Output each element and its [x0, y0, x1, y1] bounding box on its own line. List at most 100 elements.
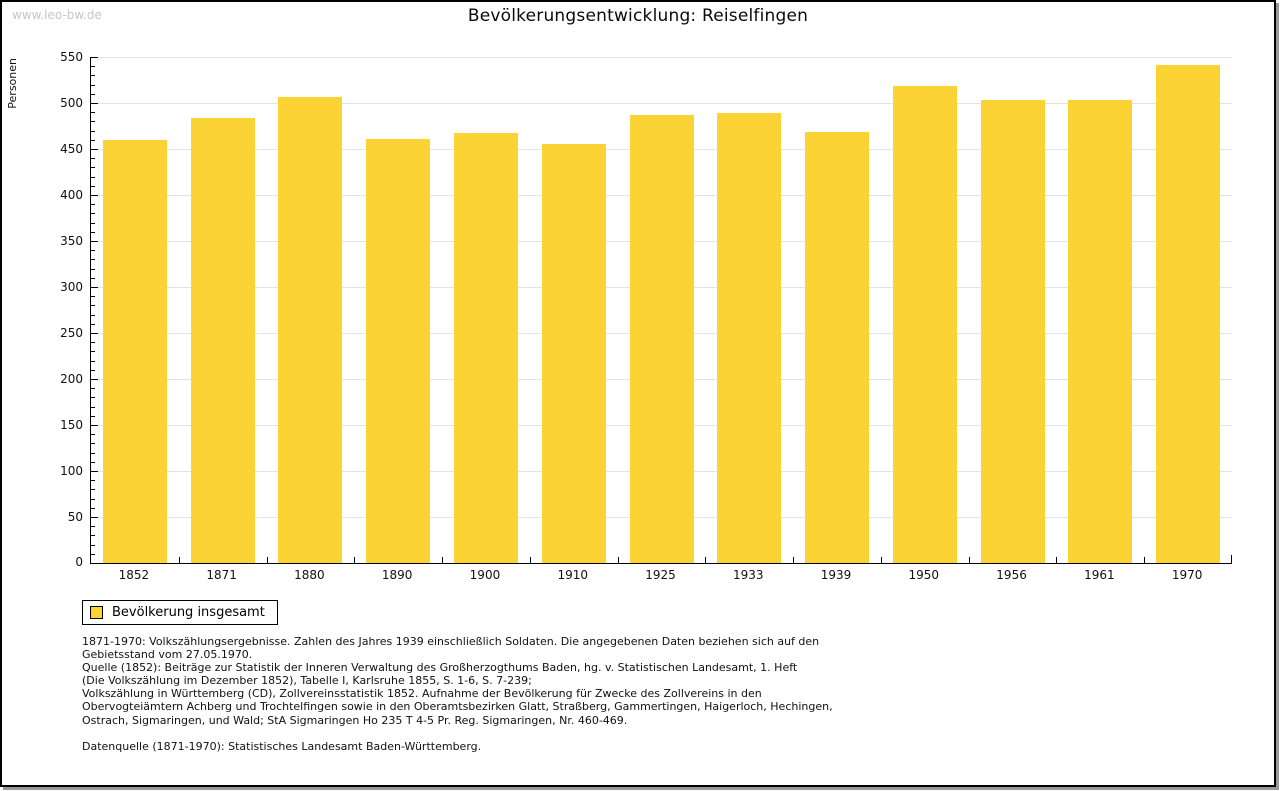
gridline: [91, 57, 1232, 58]
x-tick-label: 1871: [206, 568, 237, 582]
bar: [103, 140, 167, 563]
y-minor-tick: [91, 351, 95, 353]
footnote-line: Gebietsstand vom 27.05.1970.: [82, 648, 253, 662]
y-minor-tick: [91, 112, 95, 114]
y-major-tick: [91, 471, 98, 472]
legend-swatch-icon: [90, 606, 103, 619]
y-minor-tick: [91, 167, 95, 169]
x-tick-label: 1933: [732, 568, 764, 582]
x-boundary-tick: [1231, 555, 1232, 563]
x-boundary-tick: [442, 557, 443, 563]
x-tick-label: 1852: [118, 568, 150, 582]
footnote-line: Volkszählung in Württemberg (CD), Zollve…: [82, 687, 762, 701]
y-minor-tick: [91, 139, 95, 141]
y-major-tick: [91, 517, 98, 518]
y-tick-label: 450: [60, 142, 83, 156]
datasource-line: Datenquelle (1871-1970): Statistisches L…: [82, 739, 482, 753]
y-axis-title: Personen: [6, 58, 19, 109]
y-major-tick: [91, 103, 98, 104]
y-minor-tick: [91, 213, 95, 215]
y-minor-tick: [91, 93, 95, 95]
y-minor-tick: [91, 204, 95, 206]
y-major-tick: [91, 195, 98, 196]
gridline: [91, 103, 1232, 104]
y-tick-label: 200: [60, 372, 83, 386]
x-boundary-tick: [530, 557, 531, 563]
y-tick-label: 400: [60, 188, 83, 202]
x-tick-label: 1900: [469, 568, 501, 582]
bar: [454, 133, 518, 563]
y-minor-tick: [91, 443, 95, 445]
x-tick-label: 1961: [1084, 568, 1115, 582]
y-tick-label: 300: [60, 280, 83, 294]
y-tick-label: 100: [60, 464, 83, 478]
y-minor-tick: [91, 75, 95, 77]
y-minor-tick: [91, 388, 95, 390]
y-minor-tick: [91, 66, 95, 68]
x-tick-label: 1956: [996, 568, 1027, 582]
y-minor-tick: [91, 314, 95, 316]
y-minor-tick: [91, 323, 95, 325]
y-minor-tick: [91, 259, 95, 261]
y-minor-tick: [91, 231, 95, 233]
x-boundary-tick: [705, 557, 706, 563]
y-tick-label: 250: [60, 326, 83, 340]
y-minor-tick: [91, 535, 95, 537]
x-tick-label: 1950: [908, 568, 940, 582]
bar: [191, 118, 255, 563]
y-minor-tick: [91, 342, 95, 344]
footnote-line: Ostrach, Sigmaringen, und Wald; StA Sigm…: [82, 713, 628, 727]
x-tick-label: 1880: [294, 568, 325, 582]
x-boundary-tick: [267, 557, 268, 563]
y-minor-tick: [91, 84, 95, 86]
x-tick-label: 1970: [1171, 568, 1203, 582]
y-minor-tick: [91, 553, 95, 555]
y-tick-label: 500: [60, 96, 83, 110]
footnote-line: Quelle (1852): Beiträge zur Statistik de…: [82, 661, 798, 675]
y-minor-tick: [91, 296, 95, 298]
y-minor-tick: [91, 222, 95, 224]
y-minor-tick: [91, 452, 95, 454]
y-minor-tick: [91, 250, 95, 252]
y-minor-tick: [91, 406, 95, 408]
y-major-tick: [91, 425, 98, 426]
y-minor-tick: [91, 158, 95, 160]
y-minor-tick: [91, 434, 95, 436]
bar: [893, 86, 957, 563]
y-minor-tick: [91, 526, 95, 528]
bar: [981, 100, 1045, 563]
y-minor-tick: [91, 489, 95, 491]
y-major-tick: [91, 287, 98, 288]
x-boundary-tick: [1144, 557, 1145, 563]
plot-area: 50 100 150 200 250 300 350 400 450 500 550 0: [60, 50, 1232, 569]
y-minor-tick: [91, 480, 95, 482]
bar: [366, 139, 430, 563]
footnote-line: 1871-1970: Volkszählungsergebnisse. Zahl…: [82, 635, 820, 648]
y-minor-tick: [91, 176, 95, 178]
footnote-line: Obervogteiämtern Achberg und Trochtelfin…: [82, 700, 833, 714]
x-boundary-tick: [618, 557, 619, 563]
y-minor-tick: [91, 130, 95, 132]
y-minor-tick: [91, 305, 95, 307]
x-boundary-tick: [969, 557, 970, 563]
y-major-tick: [91, 379, 98, 380]
page-title: Bevölkerungsentwicklung: Reiselfingen: [467, 6, 809, 26]
legend: Bevölkerung insgesamt: [82, 600, 278, 625]
x-boundary-tick: [881, 557, 882, 563]
y-minor-tick: [91, 544, 95, 546]
y-minor-tick: [91, 268, 95, 270]
x-boundary-tick: [354, 557, 355, 563]
bar: [542, 144, 606, 563]
y-minor-tick: [91, 461, 95, 463]
y-major-tick: [91, 149, 98, 150]
bar: [630, 115, 694, 563]
x-tick-label: 1939: [820, 568, 852, 582]
bar: [1156, 65, 1220, 563]
x-tick-label: 1910: [557, 568, 588, 582]
x-axis-labels: 1852 1871 1880 1890 1900 1910 1925 1933 1939 1950…: [90, 568, 1231, 584]
y-tick-label: 550: [60, 50, 83, 64]
watermark: www.leo-bw.de: [12, 8, 102, 22]
y-major-tick: [91, 57, 98, 58]
x-tick-label: 1890: [381, 568, 413, 582]
y-minor-tick: [91, 185, 95, 187]
